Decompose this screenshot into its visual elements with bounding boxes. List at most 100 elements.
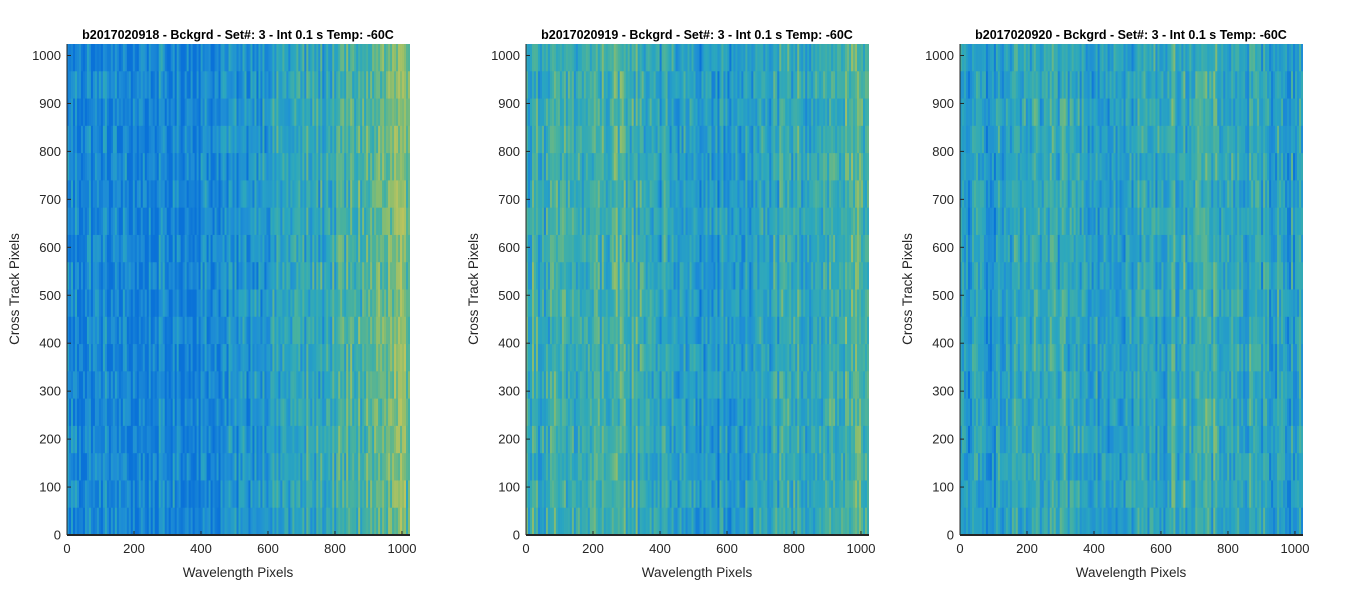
heatmap-cell [228, 289, 231, 318]
heatmap-cell [250, 262, 253, 290]
heatmap-cell [252, 371, 255, 400]
heatmap-cell [82, 316, 86, 345]
heatmap-cell [396, 207, 399, 236]
heatmap-cell [264, 71, 267, 99]
heatmap-cell [384, 44, 387, 72]
heatmap-cell [338, 153, 341, 181]
heatmap-cell [310, 234, 313, 263]
heatmap-cell [671, 371, 674, 400]
heatmap-cell [709, 425, 712, 454]
heatmap-cell [647, 398, 651, 427]
heatmap-cell [130, 316, 134, 345]
heatmap-cell [545, 453, 549, 481]
heatmap-cell [208, 44, 211, 72]
heatmap-cell [172, 371, 176, 400]
heatmap-cell [302, 507, 305, 535]
y-tick-label: 0 [54, 528, 61, 543]
heatmap-cell [545, 125, 549, 154]
heatmap-cell [661, 480, 664, 509]
heatmap-cell [166, 398, 170, 427]
heatmap-cell [188, 316, 192, 345]
heatmap-cell [396, 453, 399, 481]
heatmap-cell [202, 371, 205, 400]
heatmap-cell [262, 398, 265, 427]
heatmap-cell [346, 507, 349, 535]
heatmap-cell [316, 316, 319, 345]
heatmap-cell [336, 398, 339, 427]
heatmap-cell [306, 289, 309, 318]
heatmap-cell [104, 125, 108, 154]
heatmap-cell [569, 71, 573, 99]
heatmap-cell [643, 507, 647, 535]
heatmap-cell [67, 125, 70, 154]
heatmap-cell [67, 398, 70, 427]
heatmap-cell [575, 180, 579, 209]
heatmap-cell [563, 98, 567, 127]
heatmap-cell [729, 425, 732, 454]
heatmap-cell [274, 316, 277, 345]
heatmap-cell [599, 234, 603, 263]
heatmap-cell [629, 344, 633, 372]
heatmap-cell [545, 180, 549, 209]
heatmap-cell [695, 262, 698, 290]
heatmap-cell [208, 234, 211, 263]
heatmap-cell [729, 262, 732, 290]
heatmap-cell [565, 262, 569, 290]
heatmap-cell [378, 344, 381, 372]
heatmap-cell [563, 234, 567, 263]
heatmap-cell [625, 125, 629, 154]
heatmap-cell [372, 262, 375, 290]
heatmap-cell [362, 44, 365, 72]
heatmap-cell [537, 398, 541, 427]
heatmap-cell [228, 180, 231, 209]
heatmap-cell [334, 98, 337, 127]
heatmap-cell [400, 344, 403, 372]
heatmap-cell [683, 262, 686, 290]
heatmap-cell [318, 71, 321, 99]
heatmap-cell [134, 98, 138, 127]
heatmap-cell [625, 289, 629, 318]
heatmap-cell [178, 234, 182, 263]
heatmap-cell [194, 480, 198, 509]
heatmap-cell [288, 207, 291, 236]
heatmap-cell [116, 98, 120, 127]
heatmap-cell [346, 180, 349, 209]
heatmap-cell [655, 480, 659, 509]
heatmap-cell [104, 289, 108, 318]
heatmap-cell [567, 98, 571, 127]
heatmap-cell [627, 98, 631, 127]
heatmap-cell [701, 71, 704, 99]
heatmap-cell [603, 234, 607, 263]
heatmap-cell [318, 507, 321, 535]
heatmap-cell [356, 480, 359, 509]
heatmap-cell [657, 316, 661, 345]
heatmap-cell [647, 71, 651, 99]
heatmap-cell [312, 234, 315, 263]
heatmap-cell [695, 234, 698, 263]
heatmap-cell [336, 125, 339, 154]
heatmap-cell [228, 507, 231, 535]
heatmap-cell [661, 180, 664, 209]
heatmap-cell [711, 180, 714, 209]
heatmap-cell [715, 507, 718, 535]
heatmap-cell [615, 507, 619, 535]
heatmap-cell [693, 316, 696, 345]
heatmap-cell [647, 98, 651, 127]
heatmap-cell [286, 289, 289, 318]
heatmap-cell [68, 425, 72, 454]
heatmap-cell [705, 98, 708, 127]
heatmap-cell [298, 262, 301, 290]
heatmap-cell [180, 262, 184, 290]
heatmap-cell [166, 507, 170, 535]
heatmap-cell [659, 398, 662, 427]
heatmap-cell [86, 480, 90, 509]
heatmap-cell [250, 153, 253, 181]
heatmap-cell [132, 316, 136, 345]
heatmap-cell [392, 425, 395, 454]
heatmap-cell [216, 480, 219, 509]
heatmap-cell [653, 71, 657, 99]
heatmap-cell [529, 398, 533, 427]
heatmap-cell [697, 180, 700, 209]
heatmap-cell [701, 371, 704, 400]
heatmap-cell [390, 207, 393, 236]
